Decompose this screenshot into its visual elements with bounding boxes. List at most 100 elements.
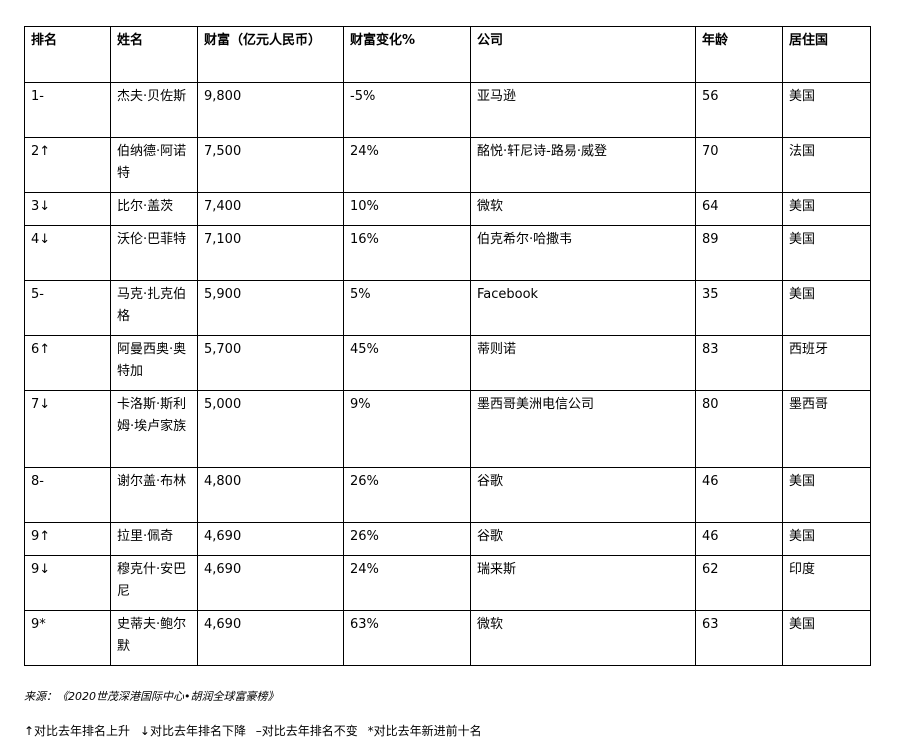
table-cell: 1-: [24, 82, 111, 138]
column-header: 财富变化%: [343, 26, 471, 83]
legend-same: –对比去年排名不变: [255, 724, 358, 738]
table-row: 4↓ 沃伦·巴菲特 7,100 16% 伯克希尔·哈撒韦 89 美国: [24, 225, 871, 281]
table-cell: 6↑: [24, 335, 111, 391]
table-cell: 阿曼西奥·奥特加: [110, 335, 198, 391]
table-cell: 7,400: [197, 192, 344, 226]
table-cell: 美国: [782, 225, 871, 281]
table-cell: 2↑: [24, 137, 111, 193]
table-cell: 5-: [24, 280, 111, 336]
table-cell: 墨西哥美洲电信公司: [470, 390, 696, 468]
table-cell: 46: [695, 522, 783, 556]
table-row: 9↑ 拉里·佩奇 4,690 26% 谷歌 46 美国: [24, 522, 871, 556]
table-cell: 谷歌: [470, 467, 696, 523]
table-cell: 80: [695, 390, 783, 468]
table-cell: 26%: [343, 522, 471, 556]
table-cell: 马克·扎克伯格: [110, 280, 198, 336]
table-cell: 62: [695, 555, 783, 611]
table-cell: 83: [695, 335, 783, 391]
table-cell: 谷歌: [470, 522, 696, 556]
table-cell: 西班牙: [782, 335, 871, 391]
table-cell: 45%: [343, 335, 471, 391]
table-cell: 24%: [343, 555, 471, 611]
table-cell: 杰夫·贝佐斯: [110, 82, 198, 138]
column-header: 排名: [24, 26, 111, 83]
table-cell: 26%: [343, 467, 471, 523]
table-row: 3↓ 比尔·盖茨 7,400 10% 微软 64 美国: [24, 192, 871, 226]
table-cell: 卡洛斯·斯利姆·埃卢家族: [110, 390, 198, 468]
legend-new: *对比去年新进前十名: [367, 724, 482, 738]
table-cell: 4,690: [197, 555, 344, 611]
table-row: 9* 史蒂夫·鲍尔默 4,690 63% 微软 63 美国: [24, 610, 871, 666]
legend-down: ↓对比去年排名下降: [139, 724, 246, 738]
column-header: 公司: [470, 26, 696, 83]
table-cell: 美国: [782, 192, 871, 226]
table-cell: 9%: [343, 390, 471, 468]
table-cell: 4↓: [24, 225, 111, 281]
table-cell: 穆克什·安巴尼: [110, 555, 198, 611]
table-cell: -5%: [343, 82, 471, 138]
column-header: 姓名: [110, 26, 198, 83]
legend-up: ↑对比去年排名上升: [24, 724, 131, 738]
table-cell: 美国: [782, 610, 871, 666]
table-cell: 美国: [782, 82, 871, 138]
table-cell: 瑞来斯: [470, 555, 696, 611]
table-cell: 5,900: [197, 280, 344, 336]
table-row: 1- 杰夫·贝佐斯 9,800 -5% 亚马逊 56 美国: [24, 82, 871, 138]
table-cell: 9↓: [24, 555, 111, 611]
table-row: 2↑ 伯纳德·阿诺特 7,500 24% 酩悦·轩尼诗-路易·威登 70 法国: [24, 137, 871, 193]
column-header: 财富（亿元人民币）: [197, 26, 344, 83]
table-cell: 沃伦·巴菲特: [110, 225, 198, 281]
table-cell: 拉里·佩奇: [110, 522, 198, 556]
table-cell: 墨西哥: [782, 390, 871, 468]
legend: ↑对比去年排名上升 ↓对比去年排名下降 –对比去年排名不变 *对比去年新进前十名: [24, 722, 488, 739]
table-cell: 美国: [782, 467, 871, 523]
table-cell: 伯克希尔·哈撒韦: [470, 225, 696, 281]
table-row: 7↓ 卡洛斯·斯利姆·埃卢家族 5,000 9% 墨西哥美洲电信公司 80 墨西哥: [24, 390, 871, 468]
table-cell: 24%: [343, 137, 471, 193]
header-row: 排名 姓名 财富（亿元人民币） 财富变化% 公司 年龄 居住国: [24, 26, 871, 83]
table-cell: 伯纳德·阿诺特: [110, 137, 198, 193]
table-cell: 7,500: [197, 137, 344, 193]
table-row: 8- 谢尔盖·布林 4,800 26% 谷歌 46 美国: [24, 467, 871, 523]
table-cell: 9↑: [24, 522, 111, 556]
table-cell: 法国: [782, 137, 871, 193]
table-cell: 蒂则诺: [470, 335, 696, 391]
table-cell: 3↓: [24, 192, 111, 226]
table-cell: 63: [695, 610, 783, 666]
table-row: 9↓ 穆克什·安巴尼 4,690 24% 瑞来斯 62 印度: [24, 555, 871, 611]
table-cell: 微软: [470, 192, 696, 226]
table-cell: 美国: [782, 280, 871, 336]
table-cell: 9*: [24, 610, 111, 666]
table-row: 6↑ 阿曼西奥·奥特加 5,700 45% 蒂则诺 83 西班牙: [24, 335, 871, 391]
source-note: 来源：《2020世茂深港国际中心•胡润全球富豪榜》: [24, 690, 279, 703]
table-cell: 酩悦·轩尼诗-路易·威登: [470, 137, 696, 193]
table-cell: 56: [695, 82, 783, 138]
table-cell: 4,800: [197, 467, 344, 523]
table-cell: 史蒂夫·鲍尔默: [110, 610, 198, 666]
table-cell: 64: [695, 192, 783, 226]
table-cell: 亚马逊: [470, 82, 696, 138]
table-cell: 89: [695, 225, 783, 281]
table-cell: 70: [695, 137, 783, 193]
table-cell: 5,700: [197, 335, 344, 391]
table-cell: 16%: [343, 225, 471, 281]
table-row: 5- 马克·扎克伯格 5,900 5% Facebook 35 美国: [24, 280, 871, 336]
table-cell: 10%: [343, 192, 471, 226]
table-cell: 63%: [343, 610, 471, 666]
table-cell: Facebook: [470, 280, 696, 336]
table-cell: 美国: [782, 522, 871, 556]
table-cell: 46: [695, 467, 783, 523]
table-cell: 9,800: [197, 82, 344, 138]
table-cell: 5%: [343, 280, 471, 336]
column-header: 年龄: [695, 26, 783, 83]
wealth-ranking-table: 排名 姓名 财富（亿元人民币） 财富变化% 公司 年龄 居住国 1- 杰夫·贝佐斯 9,800-…: [24, 26, 871, 666]
table-cell: 谢尔盖·布林: [110, 467, 198, 523]
table-cell: 35: [695, 280, 783, 336]
table-cell: 微软: [470, 610, 696, 666]
table-cell: 4,690: [197, 610, 344, 666]
table-cell: 比尔·盖茨: [110, 192, 198, 226]
table-cell: 印度: [782, 555, 871, 611]
column-header: 居住国: [782, 26, 871, 83]
table-cell: 7,100: [197, 225, 344, 281]
table-cell: 7↓: [24, 390, 111, 468]
